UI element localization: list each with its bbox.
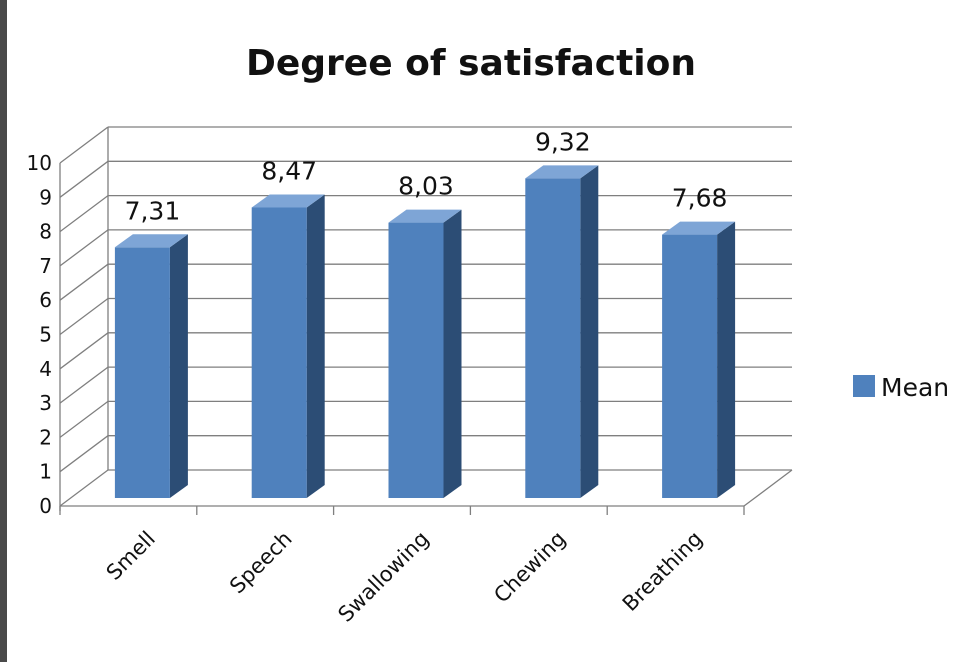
gridline-side	[59, 297, 109, 336]
bar-side	[580, 165, 599, 498]
data-labels: 7,31 8,47 8,03 9,32 7,68	[125, 127, 728, 225]
bar-side	[306, 194, 325, 498]
gridline-side	[59, 263, 109, 301]
bar-front	[114, 247, 170, 498]
bar-top	[251, 194, 325, 208]
bar-chart: Degree of satisfaction 0 1 2 3 4 5 6 7 8 9 10 7,31…	[27, 43, 950, 627]
bar-top	[388, 209, 462, 223]
bar	[251, 194, 325, 498]
y-tick-label: 10	[27, 151, 52, 175]
y-tick-label: 3	[39, 391, 52, 415]
y-tick-label: 1	[39, 460, 52, 484]
gridline-side	[59, 160, 109, 198]
data-label: 8,03	[398, 172, 454, 201]
bars	[114, 165, 736, 499]
chart-title: Degree of satisfaction	[246, 43, 696, 84]
bar	[662, 221, 736, 499]
gridline-side	[59, 435, 109, 473]
bar-top	[662, 221, 736, 235]
y-tick-label: 9	[39, 185, 52, 209]
y-tick-label: 2	[39, 425, 52, 449]
category-label: Chewing	[489, 527, 570, 608]
gridline-side	[59, 332, 109, 370]
y-tick-label: 4	[39, 357, 52, 381]
y-tick-label: 6	[39, 288, 52, 312]
floor-edge	[743, 469, 793, 507]
bar-top	[114, 234, 188, 248]
bar-front	[525, 178, 581, 498]
gridline-side	[59, 229, 109, 267]
category-labels: Smell Speech Swallowing Chewing Breathing	[102, 527, 707, 627]
gridline-side	[59, 126, 109, 164]
legend-swatch-mean	[853, 375, 875, 397]
y-tick-label: 7	[39, 254, 52, 278]
category-label: Smell	[102, 527, 160, 585]
category-label: Breathing	[618, 527, 707, 616]
data-label: 9,32	[535, 127, 591, 156]
y-tick-label: 8	[39, 220, 52, 244]
bar-front	[388, 222, 444, 499]
data-label: 7,31	[125, 196, 181, 225]
legend: Mean	[853, 373, 949, 402]
data-label: 8,47	[261, 156, 317, 185]
bar	[114, 234, 188, 498]
bar-top	[525, 165, 599, 179]
data-label: 7,68	[672, 184, 728, 213]
gridline-side	[59, 195, 109, 233]
category-label: Speech	[225, 527, 297, 599]
y-tick-label: 0	[39, 494, 52, 518]
bar-side	[169, 234, 188, 498]
bar-front	[662, 234, 718, 499]
gridline-side	[59, 400, 109, 438]
y-tick-label: 5	[39, 323, 52, 347]
chart-frame: Degree of satisfaction 0 1 2 3 4 5 6 7 8 9 10 7,31…	[7, 0, 962, 662]
bar	[388, 209, 462, 499]
gridline-side	[59, 469, 109, 507]
gridline-side	[59, 366, 109, 404]
bar	[525, 165, 599, 498]
bar-side	[443, 209, 462, 499]
y-axis-ticks: 0 1 2 3 4 5 6 7 8 9 10	[27, 151, 52, 518]
legend-label-mean: Mean	[881, 373, 949, 402]
category-label: Swallowing	[333, 527, 433, 627]
bar-front	[251, 207, 307, 498]
bar-side	[717, 221, 736, 499]
